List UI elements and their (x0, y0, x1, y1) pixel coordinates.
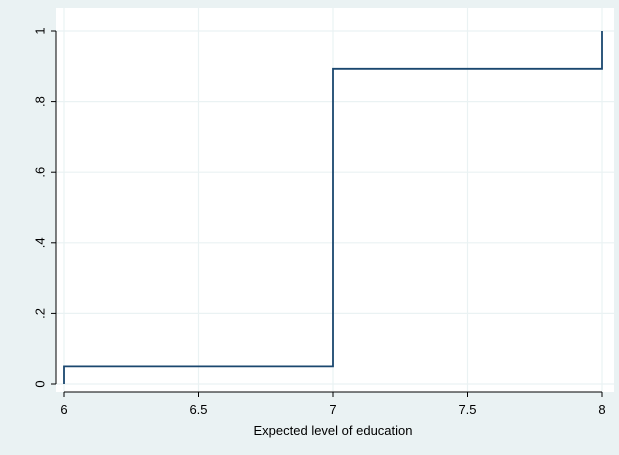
x-axis: 6 6.5 7 7.5 8 (60, 391, 606, 417)
x-axis-title: Expected level of education (254, 423, 413, 438)
y-tick-label: 0 (33, 380, 48, 387)
plot-area (56, 8, 614, 392)
x-tick-label: 7 (329, 402, 336, 417)
y-tick-label: 1 (33, 27, 48, 34)
x-tick-label: 6.5 (189, 402, 207, 417)
series-line (63, 31, 603, 384)
y-tick-label: .2 (33, 308, 48, 319)
x-tick-label: 8 (598, 402, 605, 417)
y-axis: 0 .2 .4 .6 .8 1 (33, 27, 57, 388)
y-tick-label: .8 (33, 96, 48, 107)
x-tick-label: 7.5 (458, 402, 476, 417)
y-tick-label: .4 (33, 237, 48, 248)
x-tick-label: 6 (60, 402, 67, 417)
y-tick-label: .6 (33, 167, 48, 178)
data-series (63, 31, 603, 384)
